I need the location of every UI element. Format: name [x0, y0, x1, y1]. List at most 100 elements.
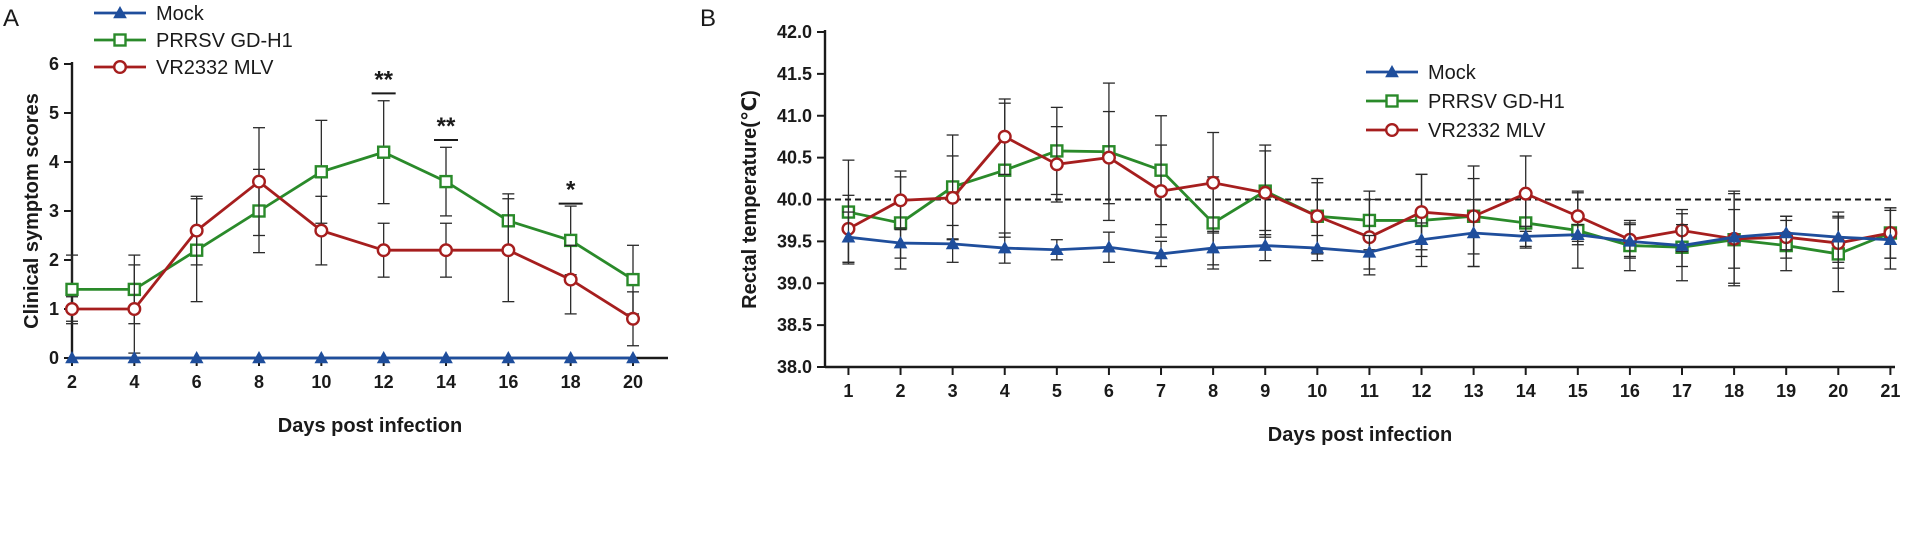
data-point — [997, 241, 1012, 254]
data-point — [439, 350, 453, 364]
legend-marker — [113, 33, 127, 47]
legend-label: Mock — [156, 3, 205, 25]
data-point — [1049, 242, 1064, 256]
legend-entry: PRRSV GD-H1 — [94, 30, 293, 52]
data-point — [1258, 185, 1273, 200]
data-point — [1310, 209, 1325, 224]
y-tick-label: 38.5 — [777, 315, 812, 335]
data-point — [127, 350, 142, 364]
data-point — [1466, 225, 1481, 239]
y-tick-label: 5 — [49, 103, 59, 123]
x-tick-label: 4 — [1000, 381, 1010, 401]
data-point — [1414, 205, 1429, 220]
legend-entry: Mock — [1366, 62, 1477, 84]
data-point — [1570, 209, 1585, 224]
significance-label: ** — [437, 113, 456, 140]
x-tick-label: 20 — [1828, 381, 1848, 401]
x-tick-label: 16 — [498, 372, 518, 392]
legend-marker — [112, 60, 127, 75]
data-point — [945, 190, 960, 205]
legend-entry: PRRSV GD-H1 — [1366, 91, 1565, 113]
series-mock — [65, 350, 640, 364]
x-tick-label: 14 — [1516, 381, 1536, 401]
y-tick-label: 4 — [49, 152, 59, 172]
y-tick-label: 3 — [49, 201, 59, 221]
x-tick-label: 6 — [1104, 381, 1114, 401]
data-point — [1102, 240, 1116, 253]
data-point — [439, 174, 453, 189]
panel-b-letter: B — [700, 5, 716, 32]
data-point — [189, 350, 204, 364]
x-tick-label: 7 — [1156, 381, 1166, 401]
data-point — [1831, 230, 1846, 243]
x-tick-label: 5 — [1052, 381, 1062, 401]
panel-b: B Days post infection Rectal temperature… — [700, 5, 1900, 446]
x-tick-label: 13 — [1464, 381, 1484, 401]
panel-b-y-axis-title: Rectal temperature(℃) — [739, 90, 761, 309]
data-point — [626, 311, 641, 326]
data-point — [997, 129, 1012, 144]
data-point — [1206, 175, 1221, 190]
x-tick-label: 2 — [896, 381, 906, 401]
data-point — [626, 272, 640, 287]
x-tick-label: 4 — [129, 372, 139, 392]
data-point — [1623, 234, 1637, 247]
legend-entry: VR2332 MLV — [94, 57, 274, 79]
panel-a-letter: A — [3, 5, 19, 32]
data-point — [1154, 184, 1169, 199]
x-tick-label: 1 — [843, 381, 853, 401]
legend-marker — [1385, 64, 1399, 78]
data-point — [1518, 229, 1533, 242]
legend-label: VR2332 MLV — [156, 57, 274, 79]
y-tick-label: 40.0 — [777, 190, 812, 210]
x-tick-label: 6 — [192, 372, 202, 392]
data-point — [1310, 241, 1325, 254]
data-point — [314, 350, 329, 364]
x-tick-label: 11 — [1360, 381, 1379, 401]
y-tick-label: 1 — [49, 299, 59, 319]
series-line — [72, 179, 634, 320]
data-point — [1727, 230, 1741, 243]
x-tick-label: 12 — [374, 372, 394, 392]
data-point — [65, 282, 79, 297]
y-tick-label: 40.5 — [777, 148, 812, 168]
legend-label: Mock — [1428, 62, 1477, 84]
x-tick-label: 17 — [1672, 381, 1692, 401]
data-point — [1049, 157, 1064, 172]
data-point — [439, 243, 454, 258]
data-point — [65, 350, 79, 364]
data-point — [563, 272, 578, 287]
y-tick-label: 39.5 — [777, 231, 812, 251]
data-point — [376, 145, 391, 159]
data-point — [893, 193, 908, 208]
y-tick-label: 41.0 — [777, 106, 812, 126]
data-point — [189, 223, 204, 238]
x-tick-label: 12 — [1412, 381, 1432, 401]
legend-label: VR2332 MLV — [1428, 120, 1546, 142]
data-point — [64, 302, 79, 317]
legend-entry: VR2332 MLV — [1366, 120, 1546, 142]
panel-b-x-axis-title: Days post infection — [1268, 424, 1452, 446]
data-point — [1154, 246, 1168, 260]
x-tick-label: 10 — [1307, 381, 1327, 401]
series-mock — [841, 190, 1898, 284]
x-tick-label: 2 — [67, 372, 77, 392]
data-point — [501, 243, 516, 258]
x-tick-label: 14 — [436, 372, 456, 392]
x-tick-label: 18 — [561, 372, 581, 392]
x-tick-label: 8 — [1208, 381, 1218, 401]
x-tick-label: 19 — [1776, 381, 1796, 401]
data-point — [127, 302, 142, 317]
significance-label: ** — [374, 66, 393, 93]
y-tick-label: 39.0 — [777, 273, 812, 293]
data-point — [1101, 150, 1116, 165]
data-point — [1206, 241, 1220, 254]
x-tick-label: 18 — [1724, 381, 1744, 401]
data-point — [563, 350, 578, 364]
data-point — [1570, 227, 1585, 240]
series-prrsv-gd-h1 — [65, 100, 640, 325]
y-tick-label: 6 — [49, 54, 59, 74]
legend-label: PRRSV GD-H1 — [156, 30, 293, 52]
data-point — [501, 350, 516, 364]
